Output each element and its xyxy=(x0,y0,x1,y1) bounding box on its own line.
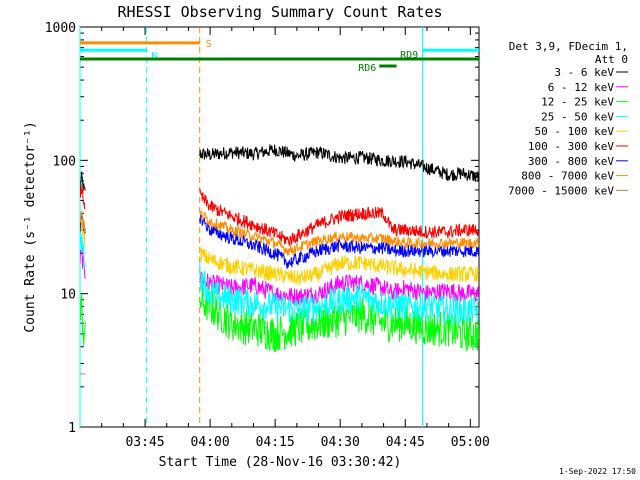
x-tick-label: 04:30 xyxy=(321,435,360,450)
y-tick-label: 100 xyxy=(53,154,76,169)
footer-timestamp: 1-Sep-2022 17:50 xyxy=(559,467,636,476)
legend-entry-label: 25 - 50 keV xyxy=(541,110,614,123)
annotation-label: S xyxy=(206,39,212,50)
series-50to100keV-group xyxy=(80,216,479,285)
series-line xyxy=(199,144,479,182)
legend-entry-label: 6 - 12 keV xyxy=(548,81,615,94)
series-800to7000keV-group xyxy=(80,210,479,256)
series-100to300keV-group xyxy=(80,184,479,246)
chart-title: RHESSI Observing Summary Count Rates xyxy=(117,3,442,21)
x-axis-label: Start Time (28-Nov-16 03:30:42) xyxy=(159,455,402,470)
series-line xyxy=(199,210,479,256)
x-tick-label: 03:45 xyxy=(125,435,164,450)
legend-header-line: Att 0 xyxy=(595,53,628,66)
plot-frame xyxy=(79,26,480,428)
y-axis-label: Count Rate (s⁻¹ detector⁻¹) xyxy=(23,121,38,332)
series-line xyxy=(80,171,86,191)
series-line xyxy=(199,214,479,269)
series-line xyxy=(199,188,479,246)
x-tick-label: 04:00 xyxy=(191,435,230,450)
series-line xyxy=(80,211,86,232)
legend-entry-label: 100 - 300 keV xyxy=(528,140,614,153)
legend-entry-label: 50 - 100 keV xyxy=(535,125,615,138)
legend-entry-label: 7000 - 15000 keV xyxy=(508,184,614,197)
annotation-label: N xyxy=(151,51,157,62)
series-line xyxy=(199,247,479,285)
x-tick-label: 04:45 xyxy=(386,435,425,450)
legend-entry-label: 3 - 6 keV xyxy=(554,66,614,79)
annotation-label: RD6 xyxy=(358,63,376,74)
legend-header-line: Det 3,9, FDecim 1, xyxy=(509,40,628,53)
y-tick-label: 1 xyxy=(68,421,76,436)
legend: Det 3,9, FDecim 1,Att 03 - 6 keV 6 - 12 k… xyxy=(508,40,628,197)
series-3to6keV-group xyxy=(80,144,479,191)
series-line xyxy=(80,232,86,269)
legend-entry-label: 12 - 25 keV xyxy=(541,96,614,109)
series-25to50keV-group xyxy=(80,232,479,326)
x-tick-label: 05:00 xyxy=(451,435,490,450)
y-tick-label: 1000 xyxy=(45,21,76,36)
y-tick-label: 10 xyxy=(60,288,76,303)
series-line xyxy=(80,216,86,247)
series-line xyxy=(199,271,479,306)
series-line xyxy=(80,184,86,210)
series-line xyxy=(80,294,86,346)
x-tick-label: 04:15 xyxy=(256,435,295,450)
annotation-label: RD9 xyxy=(400,50,418,61)
series-line xyxy=(199,260,479,326)
legend-entry-label: 300 - 800 keV xyxy=(528,155,614,168)
legend-entry-label: 800 - 7000 keV xyxy=(521,170,614,183)
